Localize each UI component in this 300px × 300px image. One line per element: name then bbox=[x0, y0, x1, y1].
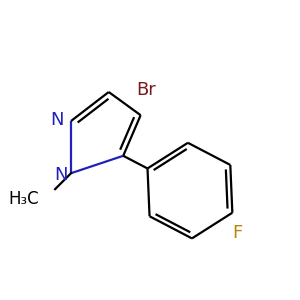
Text: Br: Br bbox=[136, 81, 156, 99]
Text: H₃C: H₃C bbox=[8, 190, 39, 208]
Text: N: N bbox=[55, 166, 68, 184]
Text: F: F bbox=[232, 224, 243, 242]
Text: N: N bbox=[50, 111, 64, 129]
